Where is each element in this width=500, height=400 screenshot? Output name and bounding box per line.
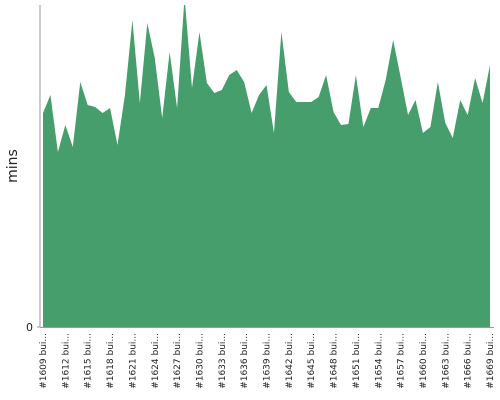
- x-tick-label: #1621 bui...: [128, 333, 138, 389]
- x-tick-label: #1624 bui...: [151, 333, 161, 389]
- x-tick-label: #1630 bui...: [195, 333, 205, 389]
- x-tick-label: #1639 bui...: [263, 333, 273, 389]
- x-tick-label: #1645 bui...: [307, 333, 317, 389]
- x-tick-label: #1618 bui...: [106, 333, 116, 389]
- x-tick-label: #1633 bui...: [218, 333, 228, 389]
- x-tick-label: #1609 bui...: [39, 333, 49, 389]
- x-tick-label: #1642 bui...: [285, 333, 295, 389]
- x-tick-label: #1660 bui...: [419, 333, 429, 389]
- x-tick-label: #1663 bui...: [441, 333, 451, 389]
- x-tick-label: #1612 bui...: [61, 333, 71, 389]
- x-tick-label: #1648 bui...: [330, 333, 340, 389]
- x-tick-label: #1669 bui...: [486, 333, 496, 389]
- y-axis-label: mins: [5, 149, 21, 183]
- x-tick-label: #1636 bui...: [240, 333, 250, 389]
- x-tick-label: #1627 bui...: [173, 333, 183, 389]
- x-tick-label: #1651 bui...: [352, 333, 362, 389]
- x-tick-label: #1657 bui...: [397, 333, 407, 389]
- x-tick-label: #1666 bui...: [464, 333, 474, 389]
- x-tick-label: #1654 bui...: [374, 333, 384, 389]
- area: [43, 5, 490, 327]
- x-tick-label: #1615 bui...: [84, 333, 94, 389]
- y-tick-label: 0: [26, 321, 33, 334]
